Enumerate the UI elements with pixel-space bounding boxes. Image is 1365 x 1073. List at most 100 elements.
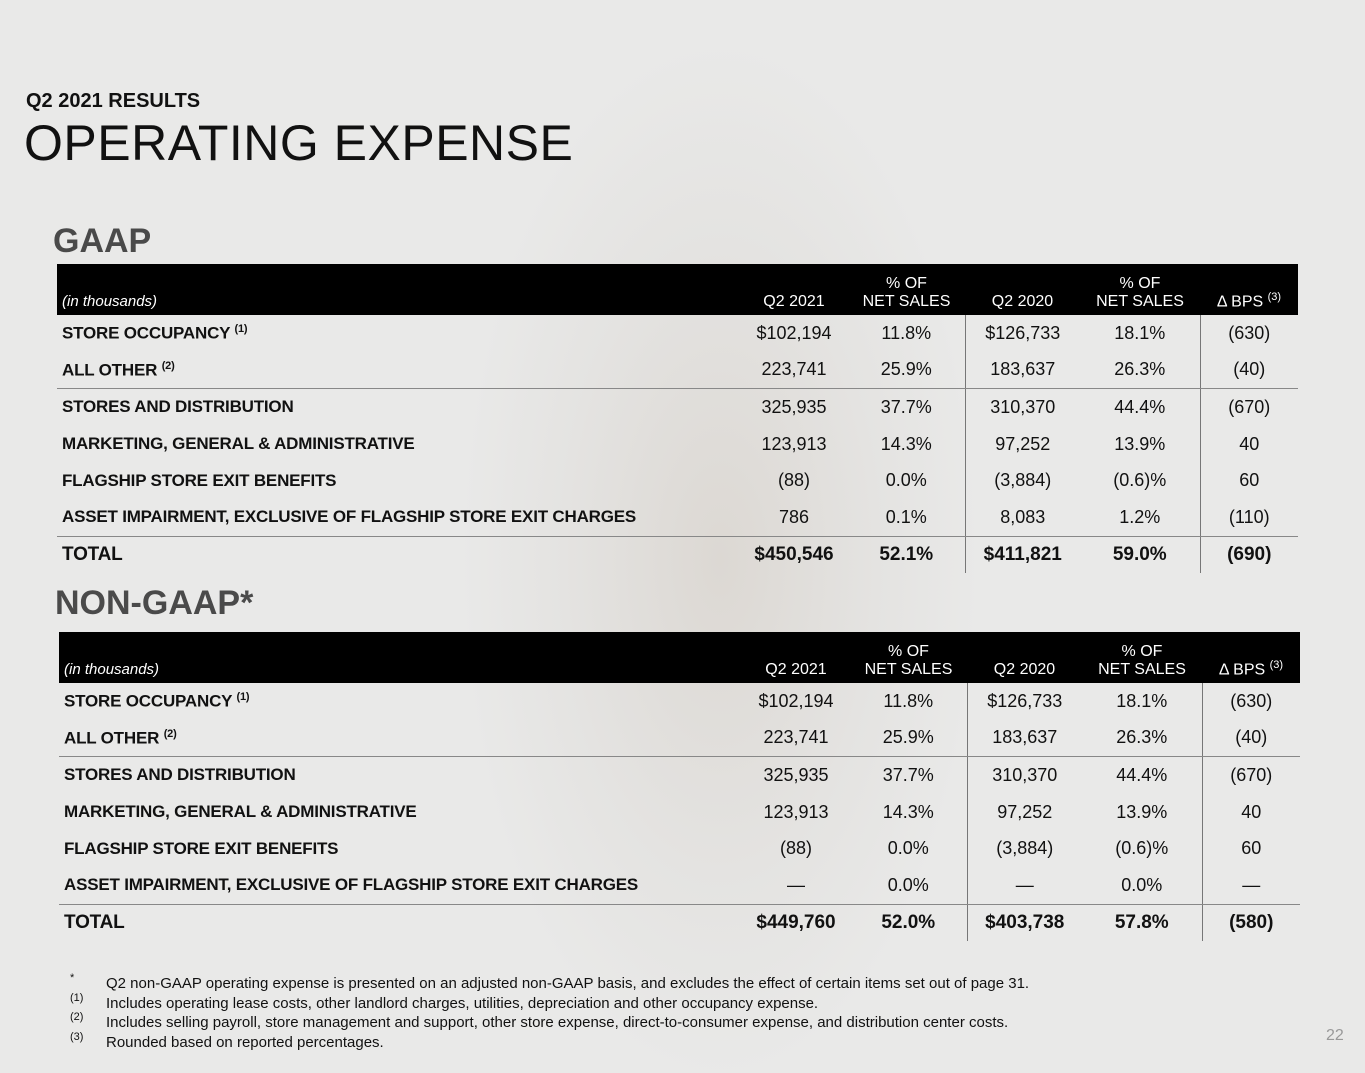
cell: 44.4%: [1116, 764, 1168, 785]
cell: 37.7%: [880, 396, 932, 417]
cell: 325,935: [761, 396, 827, 417]
cell: 11.8%: [883, 690, 934, 711]
header-text: NET SALES: [864, 661, 953, 678]
column-header: % OF NET SALES: [850, 632, 967, 683]
footnote-mark: (1): [70, 991, 84, 1004]
column-header: Q2 2021: [742, 632, 850, 683]
table-row: MARKETING, GENERAL & ADMINISTRATIVE 123,9…: [57, 425, 1298, 463]
label-text: MARKETING, GENERAL & ADMINISTRATIVE: [64, 802, 417, 822]
cell: 11.8%: [881, 322, 932, 343]
cell: 123,913: [761, 433, 827, 454]
column-header: % OF NET SALES: [848, 264, 965, 315]
cell: 183,637: [966, 719, 1082, 758]
cell: (630): [1199, 315, 1298, 352]
row-label: STORES AND DISTRIBUTION: [57, 389, 740, 426]
cell: (670): [1199, 388, 1298, 426]
column-header: (in thousands): [57, 264, 740, 315]
cell: 1.2%: [1080, 498, 1200, 537]
cell: (110): [1199, 498, 1298, 537]
footnote-ref: (1): [236, 690, 250, 703]
label-text: STORE OCCUPANCY: [64, 691, 232, 711]
footnote-ref: (2): [163, 727, 177, 740]
cell: (630): [1201, 683, 1300, 720]
cell: 223,741: [740, 351, 848, 390]
row-label: MARKETING, GENERAL & ADMINISTRATIVE: [57, 426, 740, 463]
table-row: TOTAL $449,760 52.0% $403,738 57.8% (580): [59, 904, 1300, 942]
footnote-mark: (3): [70, 1030, 84, 1043]
cell: 310,370: [964, 388, 1080, 426]
cell: $403,738: [966, 904, 1082, 942]
cell: 57.8%: [1114, 911, 1169, 933]
cell: —: [742, 866, 850, 905]
header-row: (in thousands) Q2 2021% OF NET SALES Q2 202…: [59, 632, 1300, 683]
cell: 26.3%: [1082, 719, 1202, 758]
footnote-ref: (1): [234, 322, 248, 335]
row-label: ALL OTHER (2): [57, 351, 740, 390]
row-label: ASSET IMPAIRMENT, EXCLUSIVE OF FLAGSHIP …: [59, 866, 742, 905]
footnote-mark: (2): [70, 1011, 84, 1023]
label-text: STORE OCCUPANCY: [62, 323, 230, 343]
column-header: Q2 2020: [967, 632, 1082, 683]
cell: (580): [1201, 904, 1300, 942]
header-text: Q2 2021: [765, 661, 827, 678]
row-label: FLAGSHIP STORE EXIT BENEFITS: [59, 830, 742, 867]
cell: $126,733: [964, 315, 1080, 352]
cell: 0.0%: [850, 866, 967, 905]
cell: 18.1%: [1116, 690, 1168, 711]
header-text: % OF: [886, 275, 927, 292]
cell: 52.0%: [881, 911, 936, 933]
cell: $102,194: [756, 322, 832, 343]
cell: 25.9%: [850, 719, 967, 758]
cell: $449,760: [756, 911, 836, 933]
header-text: NET SALES: [1098, 661, 1186, 678]
kicker: Q2 2021 RESULTS: [26, 90, 201, 112]
cell: 8,083: [964, 498, 1080, 537]
cell: 123,913: [763, 801, 829, 822]
column-header: (in thousands): [59, 632, 742, 683]
cell: 325,935: [763, 764, 829, 785]
cell: 0.0%: [1082, 866, 1202, 905]
footnote-text: Q2 non-GAAP operating expense is present…: [106, 975, 1030, 992]
row-label: ALL OTHER (2): [59, 719, 742, 758]
footnote-ref: (3): [1267, 290, 1282, 303]
footnote-mark: *: [70, 972, 75, 984]
cell: —: [1201, 866, 1300, 905]
row-label: TOTAL: [57, 536, 740, 573]
cell: 40: [1201, 793, 1300, 831]
row-label: STORE OCCUPANCY (1): [59, 683, 742, 720]
label-text: TOTAL: [64, 911, 125, 933]
cell: (690): [1199, 536, 1298, 574]
header-text: NET SALES: [1096, 293, 1184, 310]
cell: 18.1%: [1114, 322, 1166, 343]
cell: (0.6)%: [1115, 838, 1169, 859]
section-heading: GAAP: [53, 222, 152, 260]
header-text: % OF: [1121, 643, 1163, 660]
table-row: FLAGSHIP STORE EXIT BENEFITS (88) 0.0% (3,8…: [57, 462, 1298, 499]
cell: 60: [1201, 830, 1300, 867]
cell: 310,370: [966, 756, 1082, 794]
label-text: FLAGSHIP STORE EXIT BENEFITS: [62, 470, 337, 490]
table-row: ALL OTHER (2) 223,741 25.9% 183,637 26.3% (40…: [57, 351, 1298, 390]
header-row: (in thousands) Q2 2021% OF NET SALES Q2 202…: [57, 264, 1298, 315]
expense-table: (in thousands) Q2 2021% OF NET SALES Q2 202…: [57, 264, 1298, 574]
label-text: ALL OTHER: [62, 360, 158, 380]
table-row: TOTAL $450,546 52.1% $411,821 59.0% (690): [57, 536, 1298, 574]
label-text: MARKETING, GENERAL & ADMINISTRATIVE: [62, 434, 415, 454]
table-row: STORES AND DISTRIBUTION 325,935 37.7% 310,3…: [59, 756, 1300, 794]
table-row: ASSET IMPAIRMENT, EXCLUSIVE OF FLAGSHIP …: [57, 498, 1298, 537]
footnote-ref: (2): [161, 359, 175, 372]
cell: 60: [1199, 462, 1298, 499]
cell: (40): [1199, 351, 1298, 390]
cell: (0.6)%: [1113, 470, 1167, 491]
cell: 44.4%: [1114, 396, 1166, 417]
cell: 52.1%: [879, 543, 934, 565]
cell: (88): [779, 838, 812, 859]
cell: $102,194: [758, 690, 834, 711]
label-text: FLAGSHIP STORE EXIT BENEFITS: [64, 838, 339, 858]
table-row: ASSET IMPAIRMENT, EXCLUSIVE OF FLAGSHIP …: [59, 866, 1300, 905]
cell: 26.3%: [1080, 351, 1200, 390]
row-label: STORES AND DISTRIBUTION: [59, 757, 742, 794]
header-text: Δ BPS: [1216, 293, 1264, 310]
table-row: STORES AND DISTRIBUTION 325,935 37.7% 310,3…: [57, 388, 1298, 426]
